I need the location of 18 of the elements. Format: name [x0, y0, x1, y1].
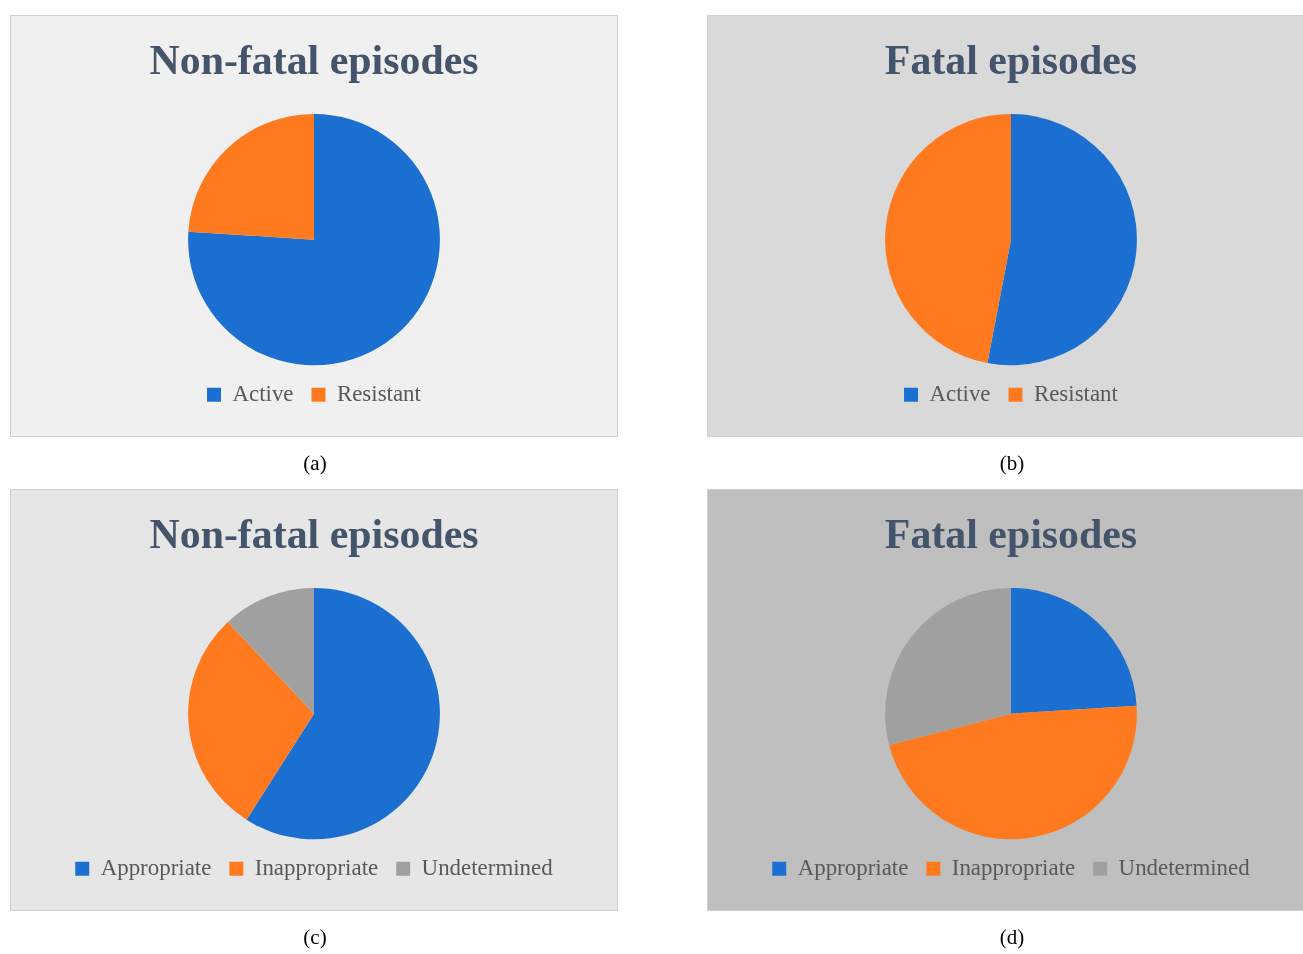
legend-label: Active [929, 380, 991, 406]
legend-label: Resistant [336, 380, 422, 406]
text: (b) [998, 451, 1026, 476]
legend-label: Undetermined [421, 854, 554, 880]
legend-label: Appropriate [100, 854, 212, 880]
chart-title: Non-fatal episodes [149, 510, 479, 557]
legend-label: Active [232, 380, 294, 406]
text: (c) [302, 925, 328, 950]
text: (d) [998, 925, 1026, 950]
legend-label: Appropriate [797, 854, 909, 880]
text: (a) [302, 451, 328, 476]
chart-title: Fatal episodes [884, 510, 1138, 557]
chart-title: Non-fatal episodes [149, 36, 479, 83]
legend-label: Undetermined [1118, 854, 1251, 880]
legend-label: Inappropriate [951, 854, 1076, 880]
legend-label: Resistant [1033, 380, 1119, 406]
chart-title: Fatal episodes [884, 36, 1138, 83]
legend-label: Inappropriate [254, 854, 379, 880]
